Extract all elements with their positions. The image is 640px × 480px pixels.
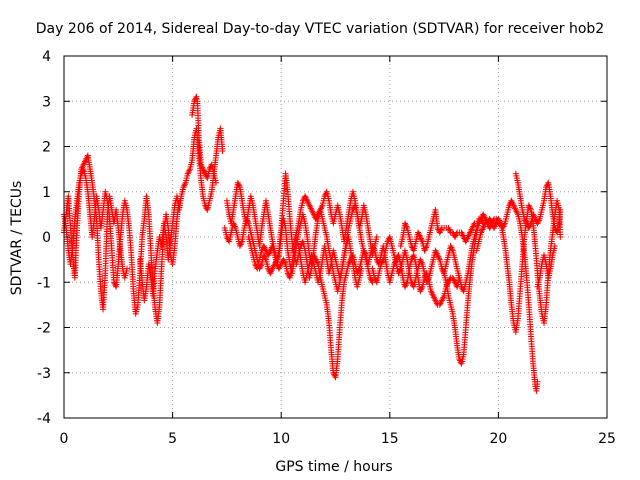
data-point bbox=[219, 148, 226, 155]
data-point bbox=[358, 265, 365, 272]
axis-ticks bbox=[63, 55, 608, 419]
data-point bbox=[112, 282, 119, 289]
data-point bbox=[185, 169, 192, 176]
y-tick-label: 4 bbox=[42, 49, 51, 65]
data-point bbox=[373, 234, 380, 240]
data-point bbox=[402, 221, 409, 228]
x-tick-label: 10 bbox=[272, 431, 290, 447]
x-tick-label: 5 bbox=[168, 431, 177, 447]
data-point bbox=[446, 227, 453, 234]
data-point bbox=[286, 273, 293, 280]
data-point bbox=[235, 181, 242, 188]
data-point bbox=[368, 277, 375, 284]
data-point bbox=[544, 181, 551, 188]
x-tick-label: 0 bbox=[60, 431, 69, 447]
y-tick-label: 2 bbox=[42, 140, 51, 156]
data-point bbox=[181, 181, 188, 188]
y-tick-label: 3 bbox=[42, 94, 51, 110]
data-point bbox=[367, 276, 374, 283]
data-point bbox=[534, 378, 541, 385]
y-tick-label: 0 bbox=[42, 230, 51, 246]
data-point bbox=[192, 95, 199, 102]
data-point bbox=[417, 286, 424, 293]
data-point bbox=[446, 226, 453, 233]
data-point bbox=[181, 182, 188, 189]
data-point bbox=[123, 265, 130, 272]
x-tick-label: 15 bbox=[381, 431, 399, 447]
data-point bbox=[551, 243, 558, 250]
x-tick-label: 20 bbox=[489, 431, 507, 447]
data-point bbox=[557, 234, 564, 240]
data-point bbox=[186, 167, 193, 174]
y-axis-label: SDTVAR / TECUs bbox=[9, 181, 25, 296]
y-tick-label: -2 bbox=[37, 321, 51, 337]
data-points bbox=[61, 93, 564, 394]
chart-title: Day 206 of 2014, Sidereal Day-to-day VTE… bbox=[36, 21, 604, 37]
data-point bbox=[369, 279, 376, 286]
data-point bbox=[331, 372, 338, 379]
x-tick-label: 25 bbox=[598, 431, 616, 447]
x-axis-label: GPS time / hours bbox=[275, 459, 392, 475]
data-point bbox=[526, 203, 533, 210]
y-tick-label: -3 bbox=[37, 366, 51, 382]
x-tick-labels: 0 5 10 15 20 25 bbox=[60, 431, 616, 447]
data-point bbox=[213, 179, 220, 186]
y-tick-labels: -4 -3 -2 -1 0 1 2 3 4 bbox=[37, 49, 51, 427]
y-tick-label: 1 bbox=[42, 185, 51, 201]
data-point bbox=[557, 206, 564, 213]
y-tick-label: -1 bbox=[37, 275, 51, 291]
y-tick-label: -4 bbox=[37, 411, 51, 427]
